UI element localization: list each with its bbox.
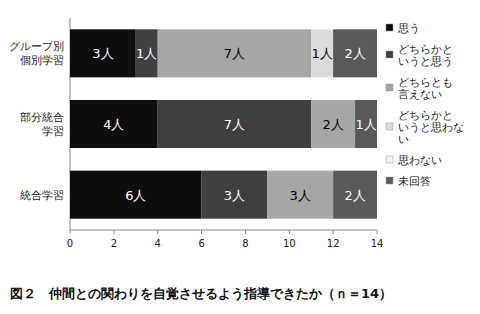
bar-segment — [158, 29, 312, 77]
data-label: 7人 — [224, 46, 245, 61]
legend-swatch — [386, 123, 393, 130]
data-label: 3人 — [224, 188, 245, 203]
bar-segment — [202, 171, 268, 219]
legend-label: どちらかというと思わない — [398, 109, 464, 145]
text-line: い — [398, 133, 409, 145]
legend-swatch — [386, 24, 393, 31]
tick-label: 12 — [327, 238, 340, 249]
tick-mark — [70, 230, 71, 234]
tick-label: 4 — [155, 238, 161, 249]
tick-mark — [333, 230, 334, 234]
tick-mark — [201, 230, 202, 234]
text-line: 言えない — [398, 88, 442, 100]
tick-label: 2 — [111, 238, 117, 249]
data-label: 1人 — [312, 46, 333, 61]
bar-segment — [136, 29, 158, 77]
text-line: グループ別 — [9, 40, 64, 53]
legend-label: 思う — [397, 22, 420, 35]
bar-segment — [267, 171, 333, 219]
bar-segment — [311, 100, 355, 148]
chart: 0 2 4 6 8 10 12 14 グループ別個別学習部分統合学習統合学習 3人 1人 7人 1人 2人… — [0, 0, 480, 314]
tick-mark — [377, 230, 378, 234]
text-line: どちらかと — [398, 43, 453, 55]
data-label: 2人 — [323, 117, 344, 132]
bar-segment — [70, 100, 158, 148]
data-label: 1人 — [136, 46, 157, 61]
data-label: 1人 — [355, 117, 376, 132]
data-label: 2人 — [344, 188, 365, 203]
legend-swatch — [386, 156, 393, 163]
data-label: 6人 — [125, 188, 146, 203]
tick-label: 10 — [283, 238, 296, 249]
bar-segment — [333, 29, 377, 77]
data-label: 3人 — [92, 46, 113, 61]
category-label: 統合学習 — [20, 189, 64, 202]
data-label: 3人 — [290, 188, 311, 203]
data-label: 7人 — [224, 117, 245, 132]
data-label: 4人 — [103, 117, 124, 132]
text-line: どちらかと — [398, 109, 453, 121]
legend-swatch — [386, 51, 393, 58]
tick-label: 6 — [198, 238, 204, 249]
legend-swatch — [386, 177, 393, 184]
text-line: いうと思う — [398, 55, 453, 68]
bar-segment — [311, 29, 333, 77]
text-line: どちらとも — [398, 76, 453, 88]
legend-label: 未回答 — [398, 175, 431, 187]
bar-segment — [70, 29, 136, 77]
data-labels: 3人 1人 7人 1人 2人 4人 7人 2人 1人 6人 3人 3人 2人 — [92, 46, 376, 202]
bar-segment — [158, 100, 312, 148]
x-axis-line — [70, 230, 377, 231]
legend-label: 思わない — [397, 154, 442, 166]
legend-label: どちらかというと思う — [398, 43, 453, 68]
legend-swatch — [386, 84, 393, 91]
category-label: 部分統合学習 — [20, 111, 64, 138]
category-label: グループ別個別学習 — [9, 40, 64, 67]
text-line: 未回答 — [398, 175, 431, 187]
bar-segment — [70, 171, 202, 219]
tick-mark — [289, 230, 290, 234]
tick-label: 8 — [242, 238, 248, 249]
tick-label: 0 — [67, 238, 73, 249]
tick-mark — [113, 230, 114, 234]
text-line: 統合学習 — [20, 189, 64, 202]
data-label: 2人 — [344, 46, 365, 61]
text-line: 思う — [397, 22, 420, 35]
title: 図２ 仲間との関わりを自覚させるよう指導できたか（ｎ＝14） — [10, 286, 392, 301]
bar-segment — [355, 100, 377, 148]
tick-mark — [157, 230, 158, 234]
legend-label: どちらとも言えない — [398, 76, 453, 100]
bar-segment — [333, 171, 377, 219]
text-line: 思わない — [397, 154, 442, 166]
tick-label: 14 — [371, 238, 384, 249]
text-line: 学習 — [42, 125, 64, 138]
text-line: 部分統合 — [20, 111, 64, 124]
text-line: 個別学習 — [20, 54, 64, 67]
tick-mark — [245, 230, 246, 234]
bars — [70, 29, 377, 218]
